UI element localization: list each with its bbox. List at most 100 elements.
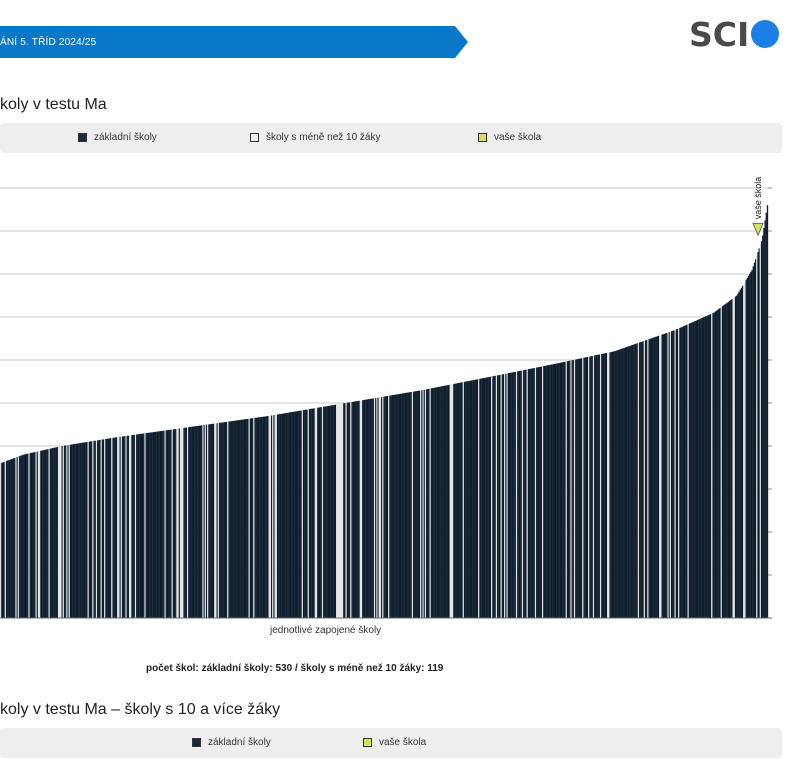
bar-school [481,378,483,618]
bar-school [614,351,616,618]
bar-small-school [177,428,179,618]
bar-small-school [125,435,127,618]
bar-small-school [526,369,528,618]
bar-school [243,419,246,618]
bar-school [475,379,478,618]
bar-school [595,355,597,618]
bar-school [65,445,67,618]
bar-school [502,374,505,618]
bar-school [240,419,242,618]
bar-small-school [424,389,427,618]
bar-school [41,450,43,618]
bar-school [492,376,494,618]
bar-school [603,353,605,618]
bar-school [18,456,21,618]
bar-school [439,386,441,618]
bar-school [133,434,136,618]
bar-school [158,431,160,618]
bar-small-school [17,456,20,618]
bar-school [267,416,269,618]
bar-school [568,360,570,618]
bar-school [571,360,573,618]
bar-school [745,279,747,618]
legend-item-your-school-2: vaše škola [363,737,426,748]
bar-school [295,411,298,618]
bar-school [641,341,643,618]
bar-school [381,396,383,618]
bar-school [226,421,228,618]
bar-school [545,365,547,618]
bar-school [586,356,589,618]
bar-school [273,415,275,618]
bar-school [680,327,682,618]
bar-school [332,405,334,618]
bar-school [91,441,93,618]
bar-school [610,352,612,618]
bar-school [719,307,721,618]
bar-small-school [227,421,229,618]
bar-small-school [495,375,498,618]
bar-small-school [500,374,502,618]
bar-school [386,395,389,618]
bar-school [507,373,509,618]
bar-school [631,344,634,618]
bar-school [89,441,92,618]
bar-school [330,405,332,618]
bar-small-school [275,414,278,618]
bar-school [657,335,660,618]
bar-school [523,370,525,618]
bar-school [717,309,719,618]
bar-school [407,392,409,618]
bar-school [689,323,692,618]
bar-school [184,427,186,618]
bar-school [575,359,577,618]
bar-school [222,422,224,618]
bar-school [537,367,539,618]
bar-school [596,354,598,618]
bar-school [69,444,72,618]
bar-school [162,430,164,618]
bar-school [612,351,615,618]
bar-small-school [4,461,7,618]
bar-school [626,347,628,618]
bar-small-school [565,361,567,618]
bar-school [435,387,437,618]
legend-bar-1: základní školy školy s méně než 10 žáky … [0,123,782,153]
bar-school [726,302,728,618]
bar-small-school [307,409,309,618]
bar-small-school [450,384,453,618]
bar-school [617,349,620,618]
bar-school [344,403,346,618]
bar-school [764,220,766,618]
bar-school [530,368,532,618]
bar-school [459,382,461,618]
bar-school [705,316,707,618]
bar-small-school [340,403,343,618]
bar-school [20,455,22,618]
bar-small-school [573,359,576,618]
bar-school [79,443,81,618]
bar-school [408,392,410,618]
bar-school [585,357,588,618]
bar-school [149,432,151,618]
bar-school [11,458,14,618]
bar-school [123,436,125,618]
legend-label: základní školy [94,132,157,143]
bar-small-school [607,352,609,618]
bar-school [642,341,644,618]
bar-school [472,380,474,618]
bar-school [30,452,33,618]
bar-school [715,310,718,618]
bar-school [630,345,633,618]
bar-school [112,437,114,618]
bar-school [318,407,320,618]
bar-school [747,275,750,618]
bar-school [165,430,167,618]
bar-school [3,461,5,618]
bar-school [325,406,327,618]
bar-school [172,429,175,618]
bar-school [694,321,696,618]
bar-school [286,412,288,618]
bar-school [33,452,35,618]
bar-school [739,289,741,618]
